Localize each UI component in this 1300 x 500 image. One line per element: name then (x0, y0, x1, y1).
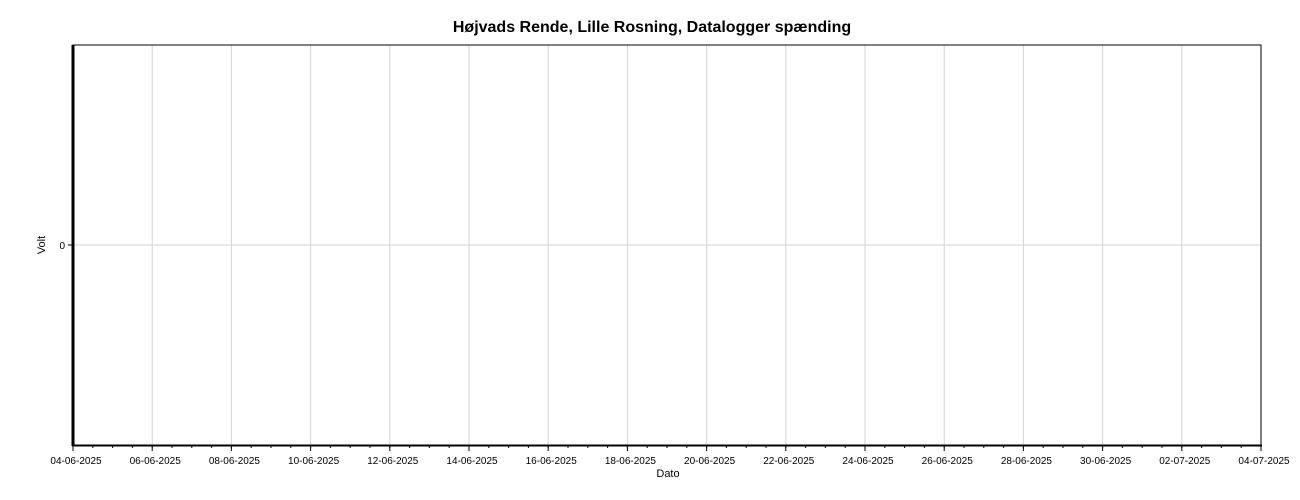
x-tick-label: 24-06-2025 (842, 456, 894, 467)
x-tick-label: 18-06-2025 (605, 456, 657, 467)
y-axis-label: Volt (36, 236, 48, 254)
x-tick-label: 04-07-2025 (1238, 456, 1290, 467)
x-tick-label: 22-06-2025 (763, 456, 815, 467)
x-tick-label: 14-06-2025 (446, 456, 498, 467)
x-tick-label: 08-06-2025 (209, 456, 261, 467)
x-tick-label: 04-06-2025 (50, 456, 102, 467)
x-tick-label: 28-06-2025 (1001, 456, 1053, 467)
x-tick-label: 20-06-2025 (684, 456, 736, 467)
x-axis-label: Dato (656, 468, 679, 480)
grid (73, 45, 1261, 445)
x-tick-label: 26-06-2025 (922, 456, 974, 467)
y-ticks: 0 (59, 241, 73, 252)
x-ticks: 04-06-2025 06-06-2025 08-06-2025 10-06-2025… (50, 445, 1290, 467)
x-tick-label: 02-07-2025 (1159, 456, 1211, 467)
y-tick-label: 0 (59, 241, 65, 252)
x-tick-label: 16-06-2025 (526, 456, 578, 467)
x-tick-label: 12-06-2025 (367, 456, 419, 467)
x-tick-label: 06-06-2025 (130, 456, 182, 467)
chart-title: Højvads Rende, Lille Rosning, Datalogger… (452, 19, 852, 36)
x-tick-label: 30-06-2025 (1080, 456, 1132, 467)
x-tick-label: 10-06-2025 (288, 456, 340, 467)
